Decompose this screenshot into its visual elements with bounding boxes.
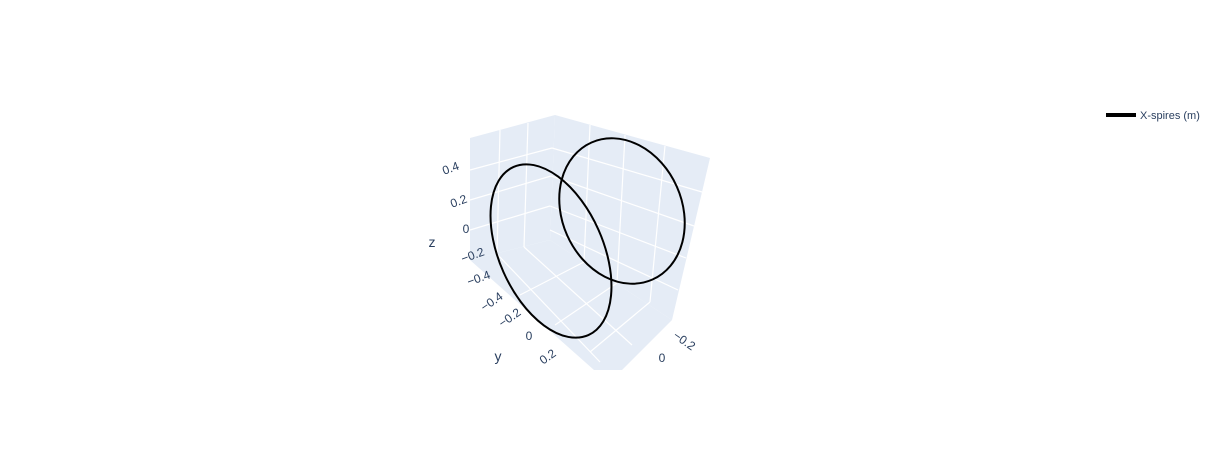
x-tick-label: 0 (659, 351, 666, 365)
coil-loop-2 (558, 137, 686, 285)
grid-line (550, 175, 695, 227)
grid-line (469, 147, 553, 171)
grid-line (469, 205, 551, 231)
grid-line (496, 129, 501, 255)
grid-line (496, 253, 601, 363)
z-tick-label: 0.2 (448, 192, 469, 211)
scene-panes (470, 115, 710, 370)
x-axis: −0.2 0 (659, 328, 699, 365)
grid-line (523, 122, 529, 248)
grid-line (523, 246, 633, 346)
series-x-spires (489, 137, 686, 339)
z-axis-title: z (429, 234, 436, 250)
legend[interactable]: X-spires (m) (1106, 110, 1200, 122)
grid-line (549, 205, 687, 259)
grid-line (589, 301, 651, 353)
y-tick-label: 0.2 (537, 346, 559, 367)
z-tick-label: 0.4 (440, 159, 461, 178)
grid-line (549, 229, 679, 291)
grid-line (469, 175, 552, 201)
grid-line (583, 124, 591, 263)
coil-loop-1 (489, 163, 613, 339)
grid-lines (469, 122, 703, 363)
y-tick-label: −0.4 (478, 289, 506, 314)
pane-back-right (550, 115, 710, 320)
z-tick-label: 0 (463, 222, 470, 236)
grid-line (554, 282, 618, 326)
pane-floor (470, 240, 672, 370)
x-tick-label: −0.2 (671, 328, 699, 353)
grid-line (519, 261, 585, 296)
grid-line (616, 134, 626, 284)
y-axis-title: y (495, 348, 502, 364)
y-tick-label: −0.2 (496, 305, 524, 330)
y-tick-label: 0 (526, 329, 533, 343)
legend-label: X-spires (m) (1140, 110, 1200, 122)
z-tick-label: −0.4 (465, 268, 492, 289)
grid-line (649, 145, 666, 303)
